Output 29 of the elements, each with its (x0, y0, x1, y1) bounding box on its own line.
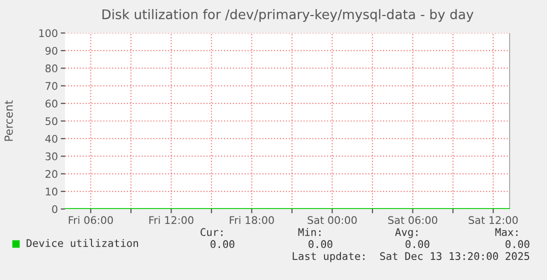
y-tick-label: 90 (45, 46, 58, 55)
y-tick-label: 10 (46, 188, 58, 196)
y-axis-title: Percent (4, 100, 13, 141)
text: 0.00 (406, 240, 430, 248)
y-tick-label: 100 (39, 29, 58, 38)
text: 0.00 (506, 240, 530, 248)
y-tick-label: 20 (46, 170, 58, 178)
y-tick-label: 50 (46, 117, 58, 126)
text: 0.00 (308, 240, 332, 248)
x-tick-label: Fri 06:00 (68, 216, 113, 224)
text: 0.00 (210, 240, 234, 248)
x-tick-label: Sat 00:00 (308, 216, 357, 224)
y-tick-label: 70 (46, 82, 58, 90)
x-tick-label: Fri 12:00 (149, 216, 194, 224)
text: Max: (495, 228, 518, 236)
y-tick-label: 30 (46, 152, 58, 160)
legend-label: Device utilization (26, 238, 138, 248)
y-tick-label: 60 (46, 100, 58, 108)
text: Min: (298, 228, 320, 236)
x-tick-label: Sat 06:00 (388, 216, 438, 224)
y-tick-label: 0 (52, 205, 58, 214)
y-tick-label: 80 (46, 64, 58, 72)
text: Cur: (200, 228, 222, 236)
x-tick-label: Fri 18:00 (230, 216, 274, 224)
text: Last update: Sat Dec 13 13:20:00 2025 (292, 252, 530, 262)
x-tick-label: Sat 12:00 (468, 216, 518, 224)
y-tick-label: 40 (45, 134, 58, 143)
chart-title: Disk utilization for /dev/primary-key/mysql-data - by day (102, 9, 474, 22)
text: Avg: (395, 228, 418, 238)
